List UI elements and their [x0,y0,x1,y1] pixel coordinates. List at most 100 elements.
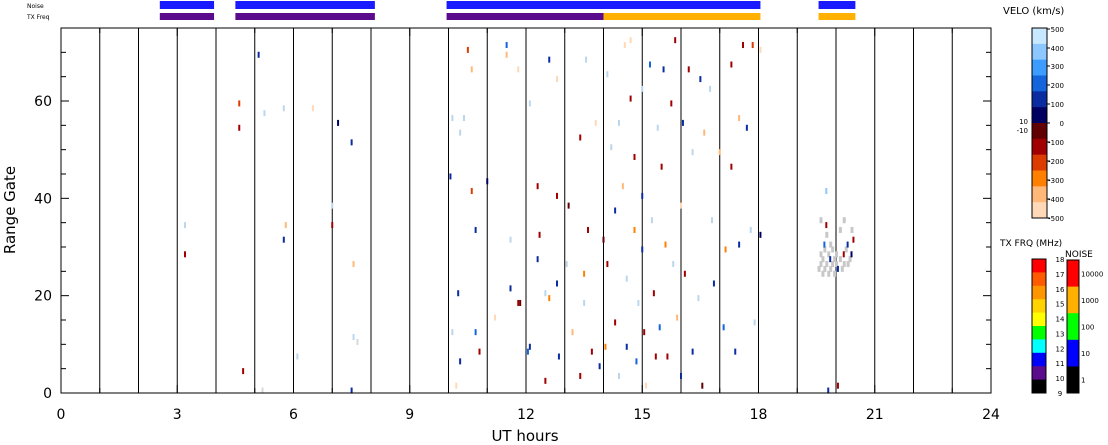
noise-colorbar-title: NOISE [1065,250,1093,260]
velo-colorbar-title: VELO (km/s) [1003,6,1064,17]
velo-tick-label-9: -400 [1048,196,1064,204]
velo-swatch-3 [1032,75,1047,92]
data-point-135 [759,231,762,238]
data-point-19 [352,334,355,341]
data-point-26 [459,129,462,136]
data-point-30 [470,66,473,73]
data-point-37 [505,42,508,49]
cluster-point-15 [833,256,837,263]
data-point-131 [745,124,748,131]
data-point-121 [712,280,715,287]
x-tick-label-3: 3 [173,407,182,423]
txfrq-tick-label-6: 12 [1056,345,1065,353]
cluster-point-16 [833,270,837,277]
data-point-144 [846,241,849,248]
cluster-point-10 [827,251,831,258]
cluster-point-8 [825,231,829,238]
data-point-81 [625,343,628,350]
data-point-132 [749,226,752,233]
data-point-11 [296,353,299,360]
data-point-147 [836,382,839,389]
noise-colorbar: NOISE 10000 1000 100 10 1 [1065,250,1103,394]
data-point-24 [455,382,458,389]
cluster-point-3 [821,270,825,277]
data-point-67 [590,348,593,355]
data-point-92 [643,329,646,336]
data-point-138 [827,387,830,394]
velo-swatch-2 [1032,59,1047,76]
data-point-51 [544,290,547,297]
status-rows: Noise TX Freq [26,1,856,21]
x-tick-label-9: 9 [405,407,414,423]
data-point-8 [282,105,285,112]
velo-swatch-11 [1032,202,1047,219]
data-point-133 [751,42,754,49]
data-point-76 [614,319,617,326]
data-point-45 [528,100,531,107]
data-point-60 [571,329,574,336]
velo-tick-label-5: 0 [1060,120,1064,128]
data-point-109 [680,372,682,379]
data-point-4 [242,368,245,375]
cluster-point-18 [835,251,838,258]
data-point-130 [742,42,744,49]
noise-swatch-0 [1067,260,1079,288]
data-point-95 [650,217,653,224]
data-point-86 [633,226,636,233]
data-point-99 [658,324,661,331]
cluster-point-6 [823,246,827,253]
data-point-128 [738,241,741,248]
data-point-83 [629,95,632,102]
data-point-59 [567,202,570,209]
velo-tick-label-6: -100 [1048,139,1064,147]
data-point-115 [697,295,700,302]
x-axis-ticks: 0 3 6 9 12 15 18 21 24 [57,28,1000,423]
noise-tick-label-4: 1 [1081,377,1085,385]
txfrq-colorbar-title: TX FRQ (MHz) [999,239,1062,249]
noise-tick-label-3: 10 [1081,350,1090,358]
data-point-39 [509,285,512,292]
txfrq-tick-label-1: 17 [1056,271,1065,279]
y-axis-ticks: 0 20 40 60 [34,27,991,402]
data-point-103 [666,353,669,360]
data-point-40 [509,236,512,243]
plot-area: 0 3 6 9 12 15 18 21 24 0 20 40 60 UT hours Range Ga… [1,27,1000,445]
txfrq-swatch-6 [1032,339,1046,354]
velo-side-label-top: 10 [1019,118,1028,126]
x-tick-label-18: 18 [750,407,768,423]
data-point-72 [606,71,609,78]
data-point-134 [753,319,756,326]
data-point-53 [548,295,551,302]
data-point-108 [680,202,682,209]
data-point-75 [614,207,617,214]
data-point-34 [478,348,481,355]
x-tick-label-21: 21 [866,407,884,423]
txfreq-segment-4 [818,13,856,20]
data-point-74 [610,144,613,151]
data-point-31 [470,188,473,195]
data-point-136 [759,46,762,53]
data-point-129 [738,115,741,122]
data-point-125 [730,61,733,68]
velo-swatch-1 [1032,43,1047,61]
data-point-142 [836,265,839,272]
noise-segment-1 [235,1,375,9]
txfrq-swatch-4 [1032,312,1046,327]
data-point-5 [257,51,260,58]
velo-tick-label-3: 200 [1051,82,1064,90]
noise-swatch-2 [1067,313,1079,341]
data-point-47 [536,183,539,190]
data-point-22 [451,115,454,122]
data-point-118 [703,129,706,136]
data-point-107 [676,314,679,321]
velo-swatch-5 [1032,107,1047,124]
txfrq-tick-label-4: 14 [1056,316,1065,324]
data-point-94 [649,61,651,68]
data-point-28 [463,115,465,122]
txfreq-segment-0 [159,13,215,20]
data-point-102 [664,241,667,248]
noise-swatch-3 [1067,339,1079,367]
data-point-78 [618,119,620,126]
txfrq-swatch-7 [1032,352,1046,367]
